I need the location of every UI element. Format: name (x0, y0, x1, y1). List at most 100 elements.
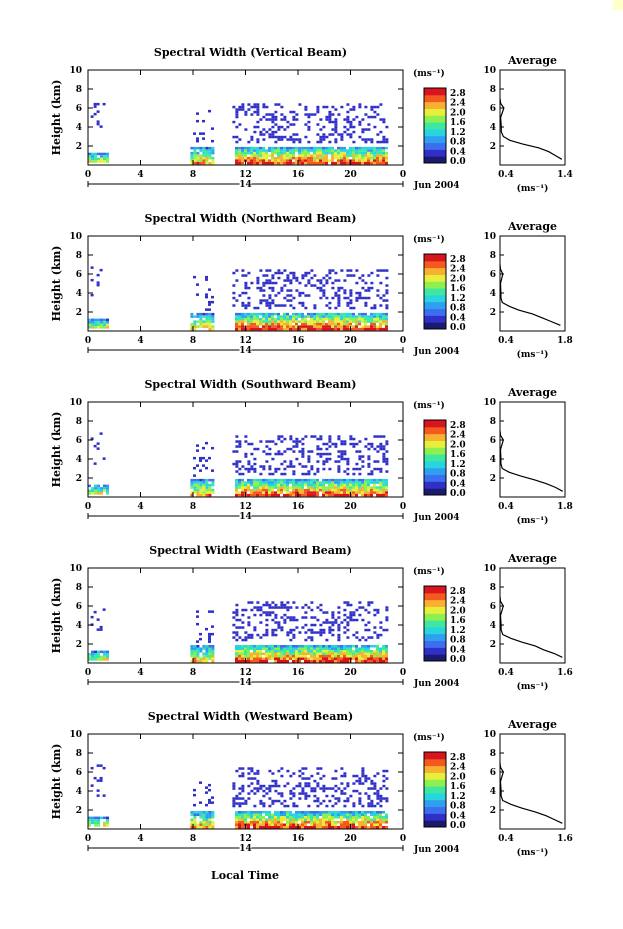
heatmap-cell (193, 645, 197, 648)
heatmap-cell (352, 159, 355, 162)
heatmap-cell (235, 149, 238, 152)
heatmap-cell (295, 657, 298, 660)
heatmap-cell (331, 623, 335, 627)
heatmap-cell (274, 317, 277, 321)
heatmap-cell (205, 315, 209, 318)
heatmap-cell (274, 603, 278, 607)
heatmap-cell (382, 294, 386, 297)
date-label: 14 (239, 180, 252, 190)
heatmap-cell (238, 767, 242, 770)
heatmap-cell (88, 492, 91, 495)
heatmap-cell (199, 650, 203, 653)
heatmap-cell (376, 140, 380, 144)
heatmap-cell (106, 824, 109, 827)
heatmap-cell (202, 312, 206, 316)
heatmap-cell (268, 312, 271, 316)
heatmap-cell (331, 159, 334, 162)
heatmap-cell (99, 268, 103, 272)
heatmap-cell (265, 821, 268, 824)
heatmap-cell (331, 151, 334, 155)
heatmap-cell (325, 611, 329, 614)
heatmap-cell (103, 318, 106, 322)
heatmap-cell (256, 645, 259, 648)
heatmap-cell (253, 647, 256, 650)
heatmap-cell (283, 320, 286, 323)
heatmap-cell (331, 818, 334, 821)
heatmap-cell (310, 467, 314, 471)
heatmap-cell (235, 645, 238, 648)
heatmap-cell (370, 312, 373, 316)
heatmap-cell (277, 478, 280, 482)
heatmap-cell (379, 826, 382, 829)
heatmap-cell (190, 491, 194, 494)
heatmap-cell (307, 816, 310, 819)
heatmap-cell (235, 813, 238, 816)
colorbar-segment (424, 260, 446, 269)
colorbar-tick-label: 0.0 (450, 323, 466, 333)
heatmap-cell (331, 149, 334, 152)
heatmap-cell (316, 483, 319, 487)
heatmap-cell (199, 821, 203, 824)
heatmap-cell (355, 450, 359, 453)
heatmap-cell (277, 435, 281, 438)
heatmap-cell (322, 650, 325, 653)
heatmap-cell (376, 797, 380, 800)
heatmap-cell (93, 112, 97, 116)
heatmap-cell (367, 611, 371, 614)
heatmap-cell (289, 135, 293, 139)
heatmap-cell (328, 452, 332, 456)
heatmap-cell (292, 792, 296, 795)
x-tick-label: 20 (344, 834, 357, 844)
heatmap-cell (343, 813, 346, 816)
heatmap-cell (196, 491, 200, 494)
heatmap-cell (283, 322, 286, 326)
heatmap-cell (340, 452, 344, 456)
heatmap-cell (376, 294, 380, 297)
heatmap-cell (280, 606, 284, 609)
heatmap-cell (262, 327, 265, 331)
heatmap-cell (103, 155, 106, 158)
heatmap-cell (289, 606, 293, 609)
heatmap-cell (259, 813, 262, 816)
heatmap-cell (205, 660, 209, 663)
heatmap-cell (337, 623, 341, 627)
heatmap-cell (337, 799, 341, 803)
heatmap-cell (271, 301, 275, 305)
y-tick-label: 8 (76, 583, 82, 593)
heatmap-cell (274, 151, 277, 155)
heatmap-cell (313, 616, 317, 619)
heatmap-cell (346, 821, 349, 824)
heatmap-cell (298, 660, 301, 663)
heatmap-cell (337, 146, 340, 150)
heatmap-cell (337, 296, 341, 300)
heatmap-cell (202, 464, 205, 467)
heatmap-cell (364, 296, 368, 300)
heatmap-cell (379, 156, 382, 160)
heatmap-cell (292, 151, 295, 155)
heatmap-cell (376, 818, 379, 821)
heatmap-cell (283, 478, 286, 482)
heatmap-cell (91, 658, 94, 661)
heatmap-cell (322, 462, 326, 466)
heatmap-cell (274, 616, 278, 619)
panel-title: Spectral Width (Southward Beam) (144, 378, 356, 391)
heatmap-cell (286, 660, 289, 663)
heatmap-cell (382, 320, 385, 323)
heatmap-cell (289, 159, 292, 162)
heatmap-cell (193, 483, 197, 487)
heatmap-cell (313, 821, 316, 824)
heatmap-cell (283, 804, 287, 808)
heatmap-cell (253, 657, 256, 660)
heatmap-cell (340, 826, 343, 829)
heatmap-cell (379, 322, 382, 326)
x-tick-label: 8 (190, 170, 196, 180)
heatmap-cell (349, 322, 352, 326)
heatmap-cell (352, 118, 356, 121)
heatmap-cell (376, 792, 380, 795)
heatmap-cell (196, 483, 200, 487)
heatmap-cell (352, 125, 356, 129)
heatmap-cell (343, 149, 346, 152)
heatmap-cell (241, 818, 244, 821)
heatmap-cell (241, 481, 244, 484)
heatmap-cell (298, 823, 301, 826)
